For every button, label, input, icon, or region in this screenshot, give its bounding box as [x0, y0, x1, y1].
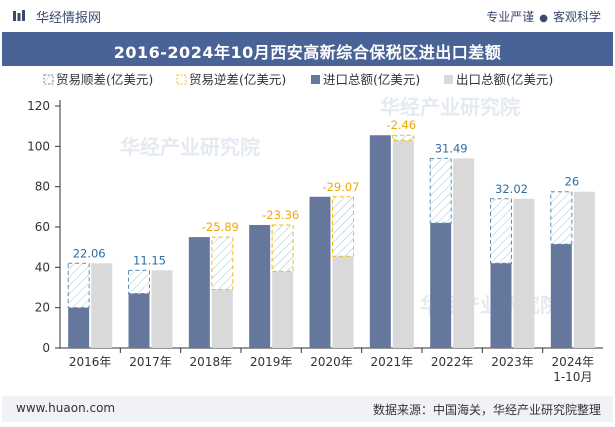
brand-logo-icon	[13, 10, 25, 21]
tagline-right: 客观科学	[552, 10, 601, 24]
tagline: 专业严谨 ● 客观科学	[486, 8, 601, 25]
x-tick-label: 2019年	[250, 355, 293, 369]
y-tick-label: 100	[27, 139, 50, 153]
data-label: 11.15	[133, 253, 166, 267]
tagline-left: 专业严谨	[486, 10, 535, 24]
footer-bar: www.huaon.com 数据来源：中国海关，华经产业研究院整理	[2, 396, 613, 422]
legend-label: 贸易顺差(亿美元)	[56, 72, 153, 87]
x-tick-label: 2021年	[371, 355, 414, 369]
export-bar	[151, 270, 173, 348]
export-bar	[91, 263, 113, 348]
surplus-box	[429, 157, 452, 224]
x-tick-label: 2016年	[69, 355, 112, 369]
y-tick-label: 40	[35, 260, 50, 274]
deficit-box	[271, 224, 294, 272]
data-label: 32.02	[495, 182, 528, 196]
x-tick-label: 2020年	[310, 355, 353, 369]
data-label: 22.06	[73, 246, 106, 260]
data-label: -29.07	[322, 180, 359, 194]
chart-svg: 华经产业研究院华经产业研究院华经产业研究院02040608010012022.0…	[27, 72, 603, 384]
header-bar: 华经情报网 专业严谨 ● 客观科学	[0, 0, 615, 32]
export-bar	[573, 191, 595, 348]
y-tick-label: 0	[42, 341, 50, 355]
import-bar	[550, 244, 572, 348]
title-bar: 2016-2024年10月西安高新综合保税区进出口差额	[2, 32, 613, 66]
x-tick-label: 2018年	[190, 355, 233, 369]
legend-swatch	[311, 75, 320, 84]
surplus-box	[490, 198, 512, 264]
tagline-separator: ●	[539, 13, 548, 24]
data-label: -23.36	[262, 208, 299, 222]
export-bar	[513, 198, 535, 348]
import-bar	[128, 293, 150, 348]
import-bar	[490, 263, 512, 348]
x-tick-label: 2017年	[129, 355, 172, 369]
import-bar	[430, 222, 452, 348]
legend-label: 进口总额(亿美元)	[323, 72, 420, 87]
deficit-box	[332, 196, 354, 257]
deficit-box	[392, 134, 415, 141]
legend-swatch	[43, 74, 54, 85]
x-tick-label: 2023年	[491, 355, 534, 369]
x-tick-label: 2022年	[431, 355, 474, 369]
footer-url: www.huaon.com	[16, 401, 116, 415]
data-label: 26	[565, 175, 580, 189]
surplus-box	[128, 269, 150, 295]
export-bar	[453, 158, 475, 348]
legend-swatch	[176, 74, 187, 85]
import-bar	[68, 307, 90, 348]
data-label: -2.46	[386, 118, 416, 132]
export-bar	[211, 289, 233, 348]
chart-title: 2016-2024年10月西安高新综合保税区进出口差额	[113, 43, 502, 62]
surplus-box	[67, 262, 90, 309]
import-bar	[369, 135, 391, 348]
import-bar	[249, 224, 271, 348]
export-bar	[392, 140, 414, 348]
surplus-box	[550, 191, 573, 245]
brand-name: 华经情报网	[36, 11, 102, 26]
import-bar	[309, 196, 331, 348]
watermark-text: 华经产业研究院	[380, 95, 520, 119]
legend-label: 贸易逆差(亿美元)	[189, 72, 286, 87]
import-bar	[188, 237, 210, 348]
legend-swatch	[444, 75, 453, 84]
export-bar	[272, 271, 294, 348]
deficit-box	[211, 236, 234, 291]
x-tick-label: 1-10月	[553, 370, 592, 384]
legend-label: 出口总额(亿美元)	[456, 72, 553, 87]
y-tick-label: 80	[35, 180, 50, 194]
x-tick-label: 2024年	[552, 355, 595, 369]
export-bar	[332, 256, 354, 348]
data-label: 31.49	[435, 141, 468, 155]
watermark-text: 华经产业研究院	[120, 135, 260, 159]
data-label: -25.89	[202, 220, 239, 234]
y-tick-label: 120	[27, 99, 50, 113]
y-tick-label: 60	[35, 220, 50, 234]
y-tick-label: 20	[35, 301, 50, 315]
data-source: 数据来源：中国海关，华经产业研究院整理	[372, 403, 601, 417]
